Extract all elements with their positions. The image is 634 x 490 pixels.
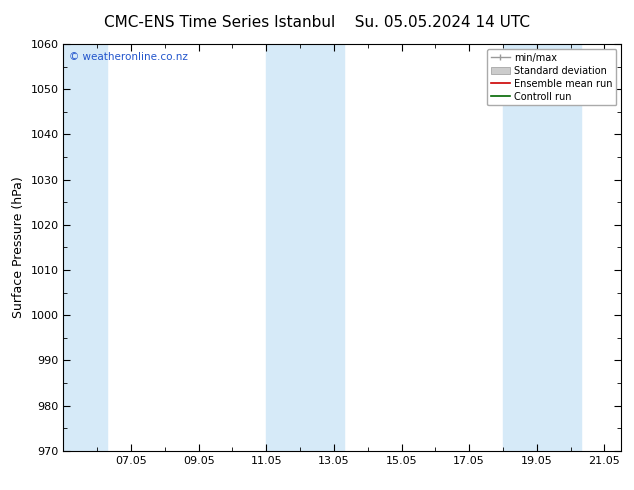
- Text: CMC-ENS Time Series Istanbul    Su. 05.05.2024 14 UTC: CMC-ENS Time Series Istanbul Su. 05.05.2…: [104, 15, 530, 30]
- Y-axis label: Surface Pressure (hPa): Surface Pressure (hPa): [12, 176, 25, 318]
- Bar: [63, 44, 107, 451]
- Bar: [266, 44, 344, 451]
- Legend: min/max, Standard deviation, Ensemble mean run, Controll run: min/max, Standard deviation, Ensemble me…: [487, 49, 616, 105]
- Text: © weatheronline.co.nz: © weatheronline.co.nz: [69, 52, 188, 62]
- Bar: [503, 44, 581, 451]
